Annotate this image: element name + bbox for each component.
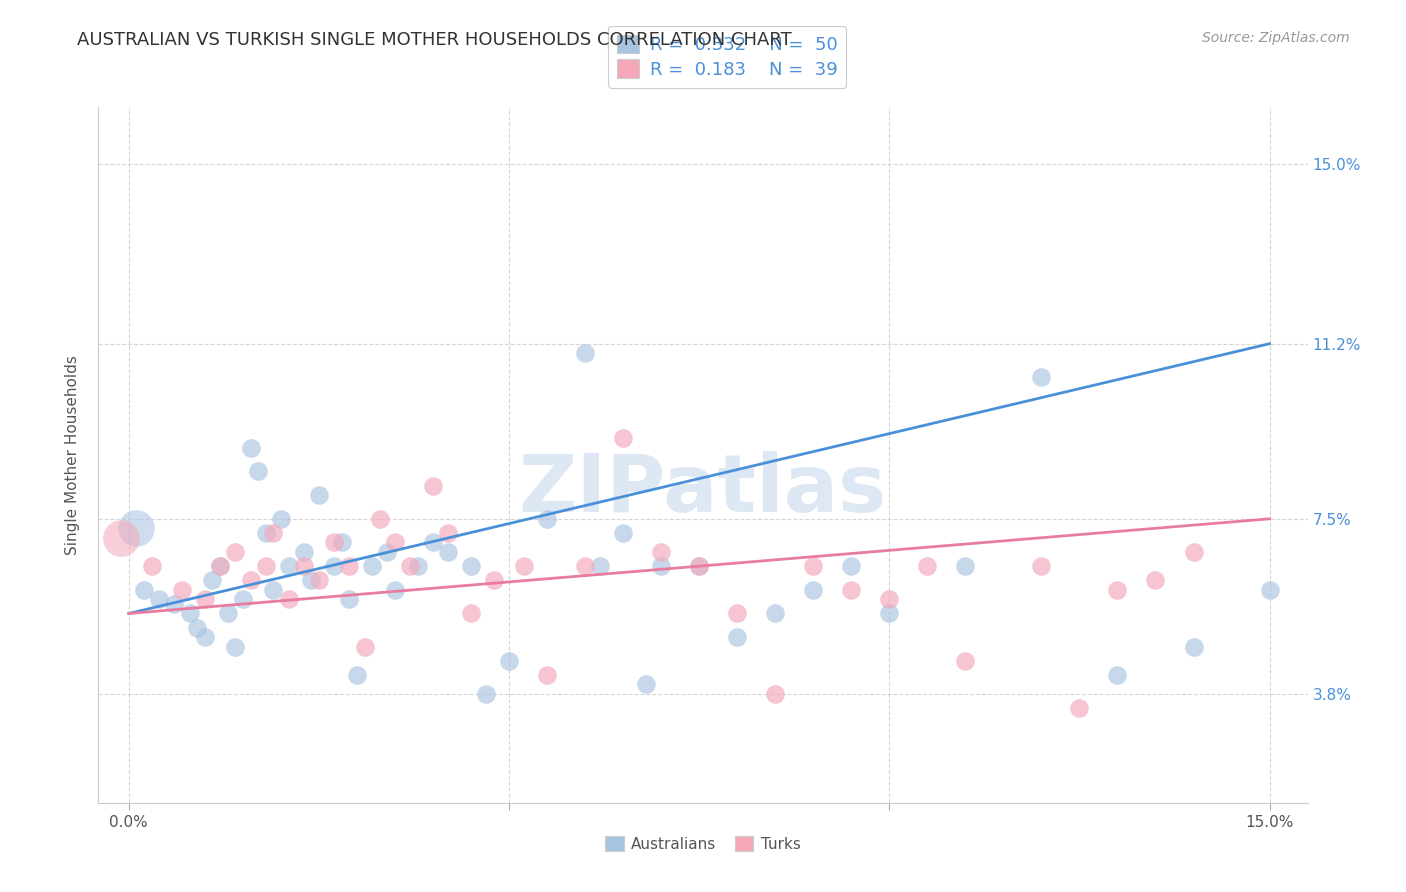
Point xyxy=(209,559,232,574)
Point xyxy=(194,630,217,644)
Point xyxy=(337,559,360,574)
Point xyxy=(763,687,786,701)
Point xyxy=(217,607,239,621)
Point xyxy=(955,559,977,574)
Point xyxy=(498,654,520,668)
Point xyxy=(186,621,208,635)
Text: Source: ZipAtlas.com: Source: ZipAtlas.com xyxy=(1202,31,1350,45)
Point xyxy=(209,559,232,574)
Point xyxy=(612,526,634,541)
Point xyxy=(254,526,277,541)
Point xyxy=(437,526,460,541)
Point xyxy=(163,597,186,611)
Point xyxy=(308,574,330,588)
Point xyxy=(1107,582,1129,597)
Point xyxy=(353,640,375,654)
Point xyxy=(262,526,284,541)
Point xyxy=(801,582,824,597)
Point xyxy=(262,582,284,597)
Point xyxy=(839,559,862,574)
Point xyxy=(277,592,299,607)
Point xyxy=(125,521,148,535)
Point xyxy=(589,559,612,574)
Point xyxy=(110,531,132,545)
Point xyxy=(1069,701,1091,715)
Point xyxy=(179,607,201,621)
Point xyxy=(377,545,399,559)
Point xyxy=(460,559,482,574)
Point xyxy=(368,512,391,526)
Point xyxy=(725,607,748,621)
Point xyxy=(224,640,246,654)
Point xyxy=(634,677,657,691)
Point xyxy=(763,607,786,621)
Point xyxy=(292,559,315,574)
Point xyxy=(839,582,862,597)
Point xyxy=(148,592,170,607)
Point xyxy=(650,545,672,559)
Point xyxy=(141,559,163,574)
Point xyxy=(337,592,360,607)
Point xyxy=(132,582,155,597)
Point xyxy=(299,574,322,588)
Point xyxy=(323,535,346,549)
Point xyxy=(422,478,444,492)
Point xyxy=(879,592,901,607)
Point xyxy=(1107,668,1129,682)
Point xyxy=(292,545,315,559)
Point xyxy=(399,559,422,574)
Text: ZIPatlas: ZIPatlas xyxy=(519,450,887,529)
Point xyxy=(955,654,977,668)
Point xyxy=(247,465,270,479)
Point xyxy=(1258,582,1281,597)
Point xyxy=(232,592,254,607)
Text: AUSTRALIAN VS TURKISH SINGLE MOTHER HOUSEHOLDS CORRELATION CHART: AUSTRALIAN VS TURKISH SINGLE MOTHER HOUS… xyxy=(77,31,792,49)
Point xyxy=(574,559,596,574)
Point xyxy=(384,535,406,549)
Point xyxy=(513,559,536,574)
Point xyxy=(1031,369,1053,384)
Point xyxy=(194,592,217,607)
Point xyxy=(475,687,498,701)
Point xyxy=(688,559,710,574)
Point xyxy=(688,559,710,574)
Point xyxy=(308,488,330,502)
Point xyxy=(482,574,505,588)
Point xyxy=(1182,640,1205,654)
Point xyxy=(346,668,368,682)
Legend: Australians, Turks: Australians, Turks xyxy=(599,830,807,858)
Point xyxy=(1182,545,1205,559)
Point xyxy=(725,630,748,644)
Point xyxy=(917,559,939,574)
Point xyxy=(270,512,292,526)
Point xyxy=(323,559,346,574)
Point xyxy=(801,559,824,574)
Point xyxy=(406,559,429,574)
Point xyxy=(612,431,634,445)
Point xyxy=(1144,574,1167,588)
Point xyxy=(239,441,262,455)
Point xyxy=(422,535,444,549)
Point xyxy=(650,559,672,574)
Point xyxy=(277,559,299,574)
Point xyxy=(879,607,901,621)
Point xyxy=(201,574,224,588)
Point xyxy=(536,512,558,526)
Point xyxy=(330,535,353,549)
Point xyxy=(460,607,482,621)
Point xyxy=(384,582,406,597)
Point xyxy=(536,668,558,682)
Point xyxy=(170,582,193,597)
Y-axis label: Single Mother Households: Single Mother Households xyxy=(65,355,80,555)
Point xyxy=(437,545,460,559)
Point xyxy=(361,559,384,574)
Point xyxy=(1031,559,1053,574)
Point xyxy=(224,545,246,559)
Point xyxy=(239,574,262,588)
Point xyxy=(254,559,277,574)
Point xyxy=(574,346,596,360)
